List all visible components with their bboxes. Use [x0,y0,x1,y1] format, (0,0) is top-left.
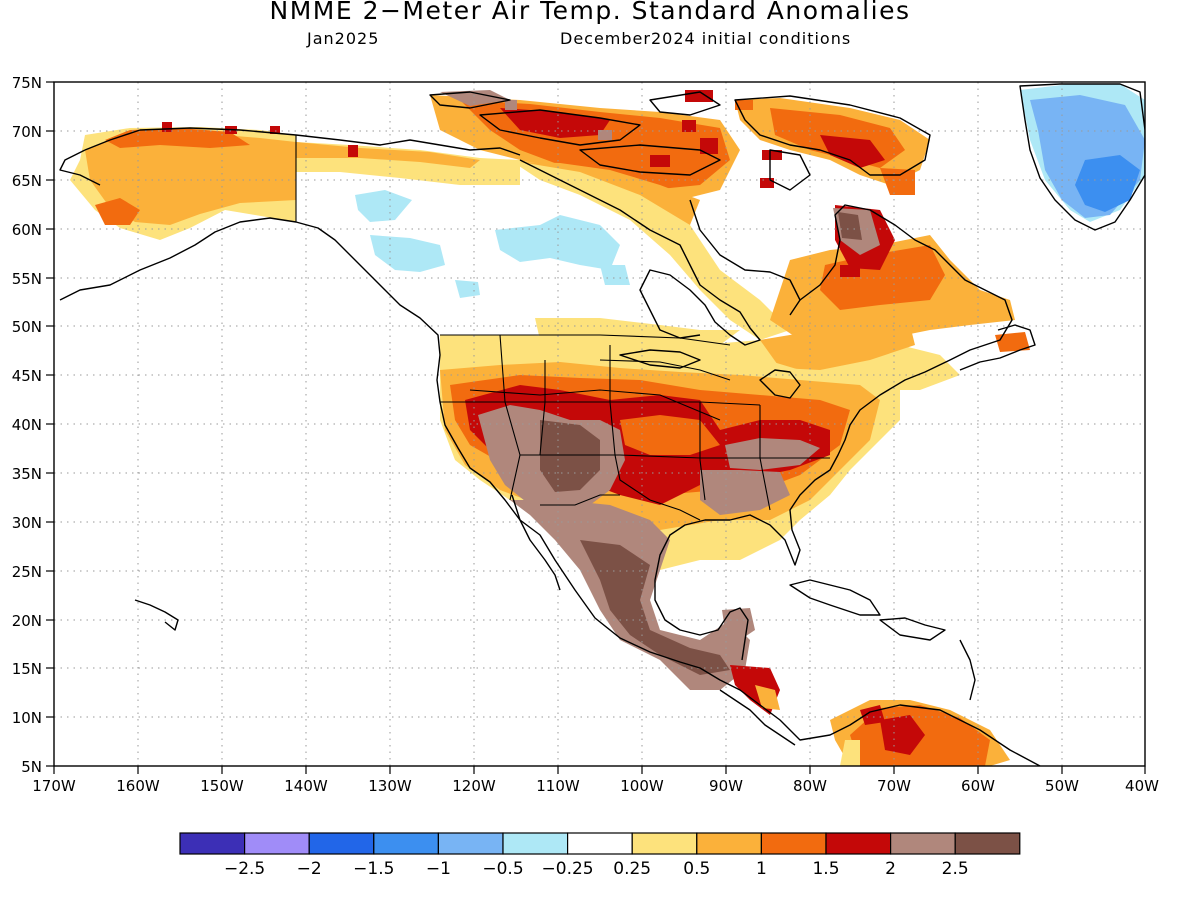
colorbar-label: 1.5 [812,859,839,879]
lat-label: 65N [12,172,42,190]
lon-label: 140W [284,777,328,795]
colorbar-swatch [760,832,827,855]
colorbar-swatch [502,832,569,855]
lat-label: 45N [12,367,42,385]
colorbar-swatch [696,832,762,855]
lat-label: 10N [12,709,42,727]
colorbar-swatch [179,832,246,855]
lon-label: 90W [709,777,743,795]
lat-label: 60N [12,221,42,239]
colorbar-swatch [373,832,439,855]
colorbar-label: 2.5 [942,859,969,879]
lon-label: 120W [452,777,496,795]
latitude-labels: 75N 70N 65N 60N 55N 50N 45N 40N 35N 30N … [12,74,42,776]
colorbar-label: −1.5 [353,859,394,879]
colorbar-swatch [308,832,375,855]
colorbar-label: 0.5 [683,859,710,879]
colorbar-label: −1 [426,859,451,879]
colorbar-labels: −2.5 −2 −1.5 −1 −0.5 −0.25 0.25 0.5 1 1.5 2 2.5 [224,859,969,879]
lon-label: 160W [116,777,160,795]
lat-label: 25N [12,563,42,581]
lon-label: 170W [32,777,76,795]
colorbar-swatch [954,832,1021,855]
colorbar-label: 1 [756,859,767,879]
lat-label: 35N [12,465,42,483]
lat-label: 75N [12,74,42,92]
lat-label: 55N [12,270,42,288]
lat-label: 50N [12,318,42,336]
political-borders [295,135,830,521]
lon-label: 100W [620,777,664,795]
lon-label: 40W [1125,777,1159,795]
colorbar-swatch [825,832,892,855]
lon-label: 130W [368,777,412,795]
colorbar-swatch [244,832,310,855]
lat-label: 20N [12,612,42,630]
lon-label: 110W [536,777,580,795]
colorbar-swatch [889,832,956,855]
initial-conditions: December2024 initial conditions [560,29,852,48]
lon-label: 70W [877,777,911,795]
colorbar-label: 0.25 [613,859,651,879]
lat-label: 40N [12,416,42,434]
colorbar-swatch [566,832,633,855]
lat-label: 15N [12,660,42,678]
colorbar-swatch [631,832,698,855]
lon-label: 150W [200,777,244,795]
colorbar [179,832,1021,855]
lon-label: 80W [793,777,827,795]
lat-label: 5N [21,758,42,776]
forecast-month: Jan2025 [307,29,380,48]
lat-label: 30N [12,514,42,532]
lon-label: 60W [961,777,995,795]
longitude-labels: 170W 160W 150W 140W 130W 120W 110W 100W … [32,777,1159,795]
map-title: NMME 2−Meter Air Temp. Standard Anomalie… [269,0,911,25]
axis-ticks [46,81,1146,774]
colorbar-label: −2 [297,859,322,879]
colorbar-swatch [437,832,504,855]
coastlines [59,83,1145,766]
colorbar-label: 2 [885,859,896,879]
lon-label: 50W [1045,777,1079,795]
lat-label: 70N [12,123,42,141]
colorbar-label: −2.5 [224,859,265,879]
colorbar-label: −0.25 [542,859,594,879]
colorbar-label: −0.5 [482,859,523,879]
